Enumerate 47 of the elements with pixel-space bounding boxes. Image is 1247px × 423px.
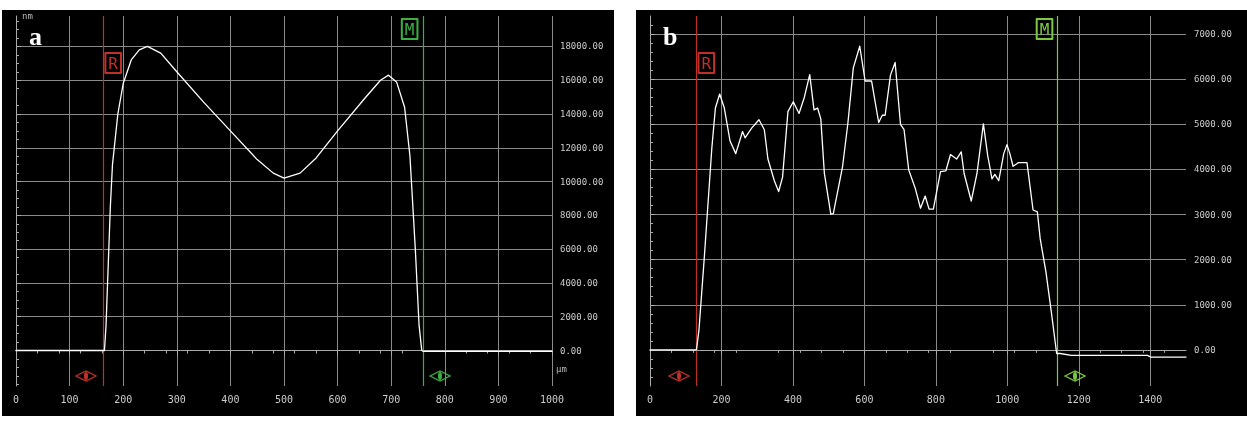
x-tick-label: 300 <box>167 393 186 405</box>
line-series <box>15 45 553 353</box>
chart-title: a <box>29 21 42 51</box>
y-tick-label: 2000.00 <box>1194 254 1232 265</box>
x-tick-label: 800 <box>926 393 945 405</box>
x-tick-label: 600 <box>855 393 874 405</box>
y-tick-label: 3000.00 <box>1194 209 1232 220</box>
y-tick-label: 14000.00 <box>560 108 604 119</box>
y-tick-label: 0.00 <box>1194 344 1216 355</box>
y-tick-label: 5000.00 <box>1194 119 1232 130</box>
x-tick-label: 500 <box>274 393 294 405</box>
y-tick-label: 0.00 <box>560 345 582 356</box>
ref-line-label: R <box>108 53 119 73</box>
y-tick-label: 1000.00 <box>1194 299 1232 310</box>
x-tick-label: 1200 <box>1066 393 1091 405</box>
y-tick-label: 4000.00 <box>560 277 598 288</box>
x-tick-label: 800 <box>435 393 454 405</box>
y-tick-label: 7000.00 <box>1194 29 1232 40</box>
x-tick-label: 200 <box>712 393 731 405</box>
x-tick-label: 900 <box>489 393 508 405</box>
ref-line-label: R <box>701 53 712 73</box>
x-tick-label: 1000 <box>539 393 565 405</box>
x-tick-label: 1400 <box>1138 393 1163 405</box>
y-tick-label: 8000.00 <box>560 210 598 221</box>
ref-line-label: M <box>404 19 415 39</box>
x-tick-label: 1000 <box>995 393 1020 405</box>
y-tick-label: 12000.00 <box>560 142 604 153</box>
chart-title: b <box>663 21 678 51</box>
y-tick-label: 16000.00 <box>560 75 604 86</box>
x-tick-label: 600 <box>328 393 347 405</box>
y-tick-label: 6000.00 <box>1194 74 1232 85</box>
y-tick-label: 18000.00 <box>560 41 604 52</box>
y-tick-label: 2000.00 <box>560 311 598 322</box>
y-axis-title: nm <box>22 10 33 21</box>
x-axis-title: μm <box>556 364 567 375</box>
x-tick-label: 400 <box>783 393 802 405</box>
y-tick-label: 10000.00 <box>560 176 604 187</box>
ref-line-label: M <box>1039 19 1050 39</box>
line-series <box>649 45 1187 358</box>
x-tick-label: 0 <box>12 393 20 405</box>
y-tick-label: 6000.00 <box>560 244 598 255</box>
x-tick-label: 0 <box>646 393 654 405</box>
x-tick-label: 100 <box>60 393 79 405</box>
x-tick-label: 400 <box>221 393 240 405</box>
x-tick-label: 200 <box>114 393 133 405</box>
x-tick-label: 700 <box>382 393 401 405</box>
y-tick-label: 4000.00 <box>1194 164 1232 175</box>
